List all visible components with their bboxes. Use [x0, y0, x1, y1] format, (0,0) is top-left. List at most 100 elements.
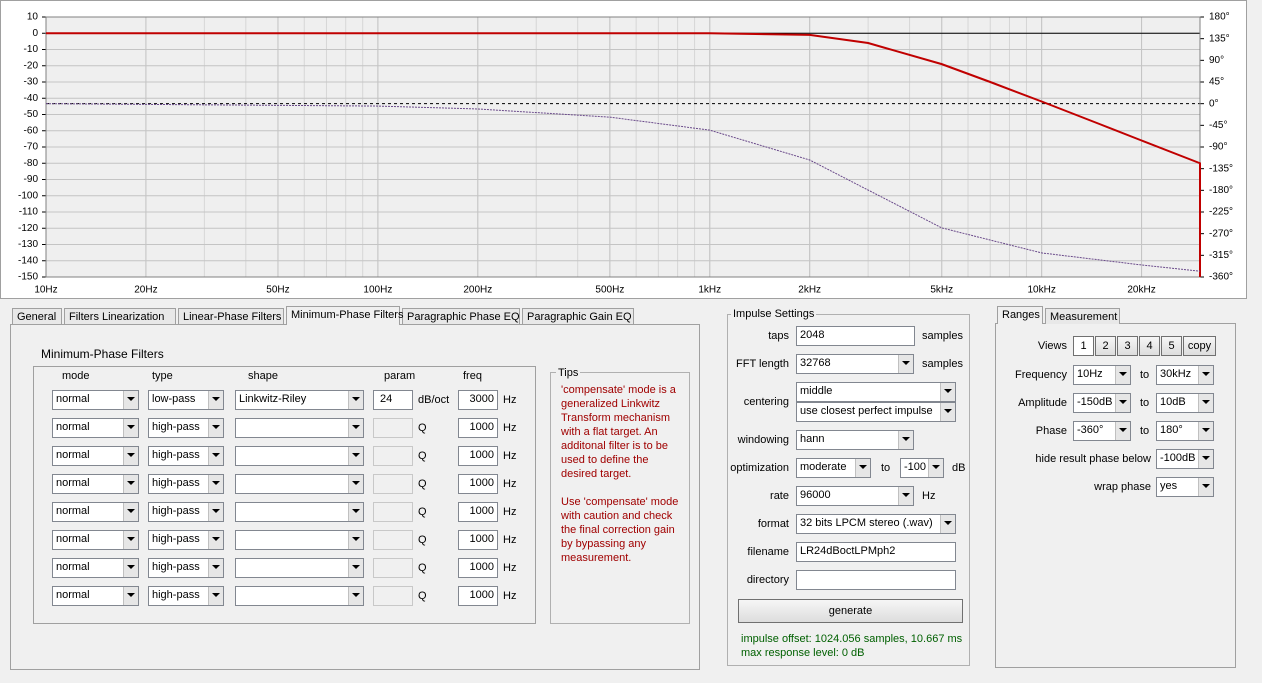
- tab-text: Linear-Phase Filters: [183, 311, 282, 323]
- setting-control[interactable]: moderate: [796, 458, 871, 478]
- dropdown-arrow: [1119, 372, 1127, 376]
- tip-line: by bypassing any: [561, 537, 646, 551]
- range-label: Amplitude: [1018, 396, 1067, 410]
- shape-select[interactable]: [235, 502, 364, 522]
- type-select[interactable]: high-pass: [148, 446, 224, 466]
- range-value[interactable]: -100dB: [1156, 449, 1214, 469]
- dropdown-arrow: [212, 397, 220, 401]
- freq-unit-text: Hz: [503, 478, 517, 490]
- param-unit: Q: [418, 561, 427, 575]
- range-to[interactable]: 10dB: [1156, 393, 1214, 413]
- range-to[interactable]: 180°: [1156, 421, 1214, 441]
- setting-label: directory: [747, 573, 789, 587]
- range-from[interactable]: -150dB: [1073, 393, 1131, 413]
- param-spinner[interactable]: 24: [373, 390, 413, 410]
- tip-line-text: the final correction gain: [561, 524, 675, 536]
- mode-select[interactable]: normal: [52, 418, 139, 438]
- setting-control[interactable]: LR24dBoctLPMph2: [796, 542, 956, 562]
- tip-line: measurement.: [561, 551, 631, 565]
- mode-select[interactable]: normal: [52, 474, 139, 494]
- tab[interactable]: Paragraphic Gain EQ: [522, 308, 634, 324]
- freq-input[interactable]: 1000: [458, 418, 498, 438]
- view-button[interactable]: 5: [1161, 336, 1182, 356]
- x-tick-label: 20Hz: [134, 285, 157, 296]
- shape-select[interactable]: [235, 474, 364, 494]
- freq-input[interactable]: 3000: [458, 390, 498, 410]
- type-select[interactable]: high-pass: [148, 474, 224, 494]
- tab[interactable]: Minimum-Phase Filters: [286, 306, 404, 325]
- shape-select[interactable]: [235, 530, 364, 550]
- y2-tick-label: -315°: [1209, 250, 1233, 261]
- mode-select[interactable]: normal: [52, 586, 139, 606]
- range-to-text: 30kHz: [1160, 368, 1192, 380]
- freq-input[interactable]: 1000: [458, 474, 498, 494]
- y-tick-label: -10: [24, 44, 39, 55]
- freq-input[interactable]: 1000: [458, 530, 498, 550]
- tab[interactable]: Paragraphic Phase EQ: [402, 308, 520, 324]
- view-button[interactable]: 3: [1117, 336, 1138, 356]
- mode-select[interactable]: normal: [52, 502, 139, 522]
- setting-control-text: -100: [904, 461, 927, 473]
- view-button[interactable]: 1: [1073, 336, 1094, 356]
- setting-control[interactable]: middle: [796, 382, 956, 402]
- generate-button[interactable]: generate: [738, 599, 963, 623]
- type-select[interactable]: high-pass: [148, 558, 224, 578]
- tab[interactable]: Filters Linearization: [64, 308, 176, 324]
- setting-control[interactable]: 2048: [796, 326, 915, 346]
- mode-select[interactable]: normal: [52, 446, 139, 466]
- shape-select[interactable]: [235, 558, 364, 578]
- range-value[interactable]: yes: [1156, 477, 1214, 497]
- type-select[interactable]: high-pass: [148, 586, 224, 606]
- freq-input[interactable]: 1000: [458, 558, 498, 578]
- freq-input[interactable]: 1000: [458, 586, 498, 606]
- mode-select[interactable]: normal: [52, 530, 139, 550]
- tip-line-text: Use 'compensate' mode: [561, 496, 679, 508]
- tab[interactable]: Measurement: [1045, 308, 1120, 324]
- range-label: wrap phase: [1094, 480, 1151, 494]
- dropdown-arrow: [212, 509, 220, 513]
- mode-select[interactable]: normal: [52, 558, 139, 578]
- tab[interactable]: General: [12, 308, 62, 324]
- setting-unit-text: Hz: [922, 490, 936, 502]
- shape-select[interactable]: [235, 418, 364, 438]
- range-from[interactable]: 10Hz: [1073, 365, 1131, 385]
- setting-control[interactable]: use closest perfect impulse: [796, 402, 956, 422]
- param-unit-text: Q: [418, 590, 427, 602]
- range-to[interactable]: 30kHz: [1156, 365, 1214, 385]
- freq-unit: Hz: [503, 421, 516, 435]
- type-select[interactable]: high-pass: [148, 502, 224, 522]
- range-from[interactable]: -360°: [1073, 421, 1131, 441]
- view-button[interactable]: copy: [1183, 336, 1216, 356]
- type-select[interactable]: high-pass: [148, 530, 224, 550]
- column-header: shape: [248, 369, 278, 383]
- type-select[interactable]: high-pass: [148, 418, 224, 438]
- setting-control[interactable]: -100: [900, 458, 944, 478]
- x-tick-label: 5kHz: [930, 285, 953, 296]
- y-tick-label: -110: [19, 207, 39, 218]
- param-input-disabled: [373, 530, 413, 550]
- type-select-text: high-pass: [152, 589, 200, 601]
- setting-control[interactable]: 32 bits LPCM stereo (.wav): [796, 514, 956, 534]
- setting-control[interactable]: [796, 570, 956, 590]
- setting-control[interactable]: 32768: [796, 354, 914, 374]
- tab-text: Minimum-Phase Filters: [291, 309, 404, 321]
- setting-control[interactable]: 96000: [796, 486, 914, 506]
- view-button-text: 1: [1080, 340, 1087, 352]
- shape-select[interactable]: Linkwitz-Riley: [235, 390, 364, 410]
- freq-input[interactable]: 1000: [458, 446, 498, 466]
- shape-select[interactable]: [235, 586, 364, 606]
- tab[interactable]: Ranges: [997, 306, 1043, 324]
- type-select[interactable]: low-pass: [148, 390, 224, 410]
- tip-line: generalized Linkwitz: [561, 397, 660, 411]
- tab[interactable]: Linear-Phase Filters: [178, 308, 284, 324]
- dropdown-arrow: [212, 565, 220, 569]
- dropdown-arrow: [127, 453, 135, 457]
- mode-select[interactable]: normal: [52, 390, 139, 410]
- view-button[interactable]: 4: [1139, 336, 1160, 356]
- shape-select[interactable]: [235, 446, 364, 466]
- mode-select-text: normal: [56, 421, 90, 433]
- freq-input[interactable]: 1000: [458, 502, 498, 522]
- param-input-disabled: [373, 446, 413, 466]
- view-button[interactable]: 2: [1095, 336, 1116, 356]
- setting-control[interactable]: hann: [796, 430, 914, 450]
